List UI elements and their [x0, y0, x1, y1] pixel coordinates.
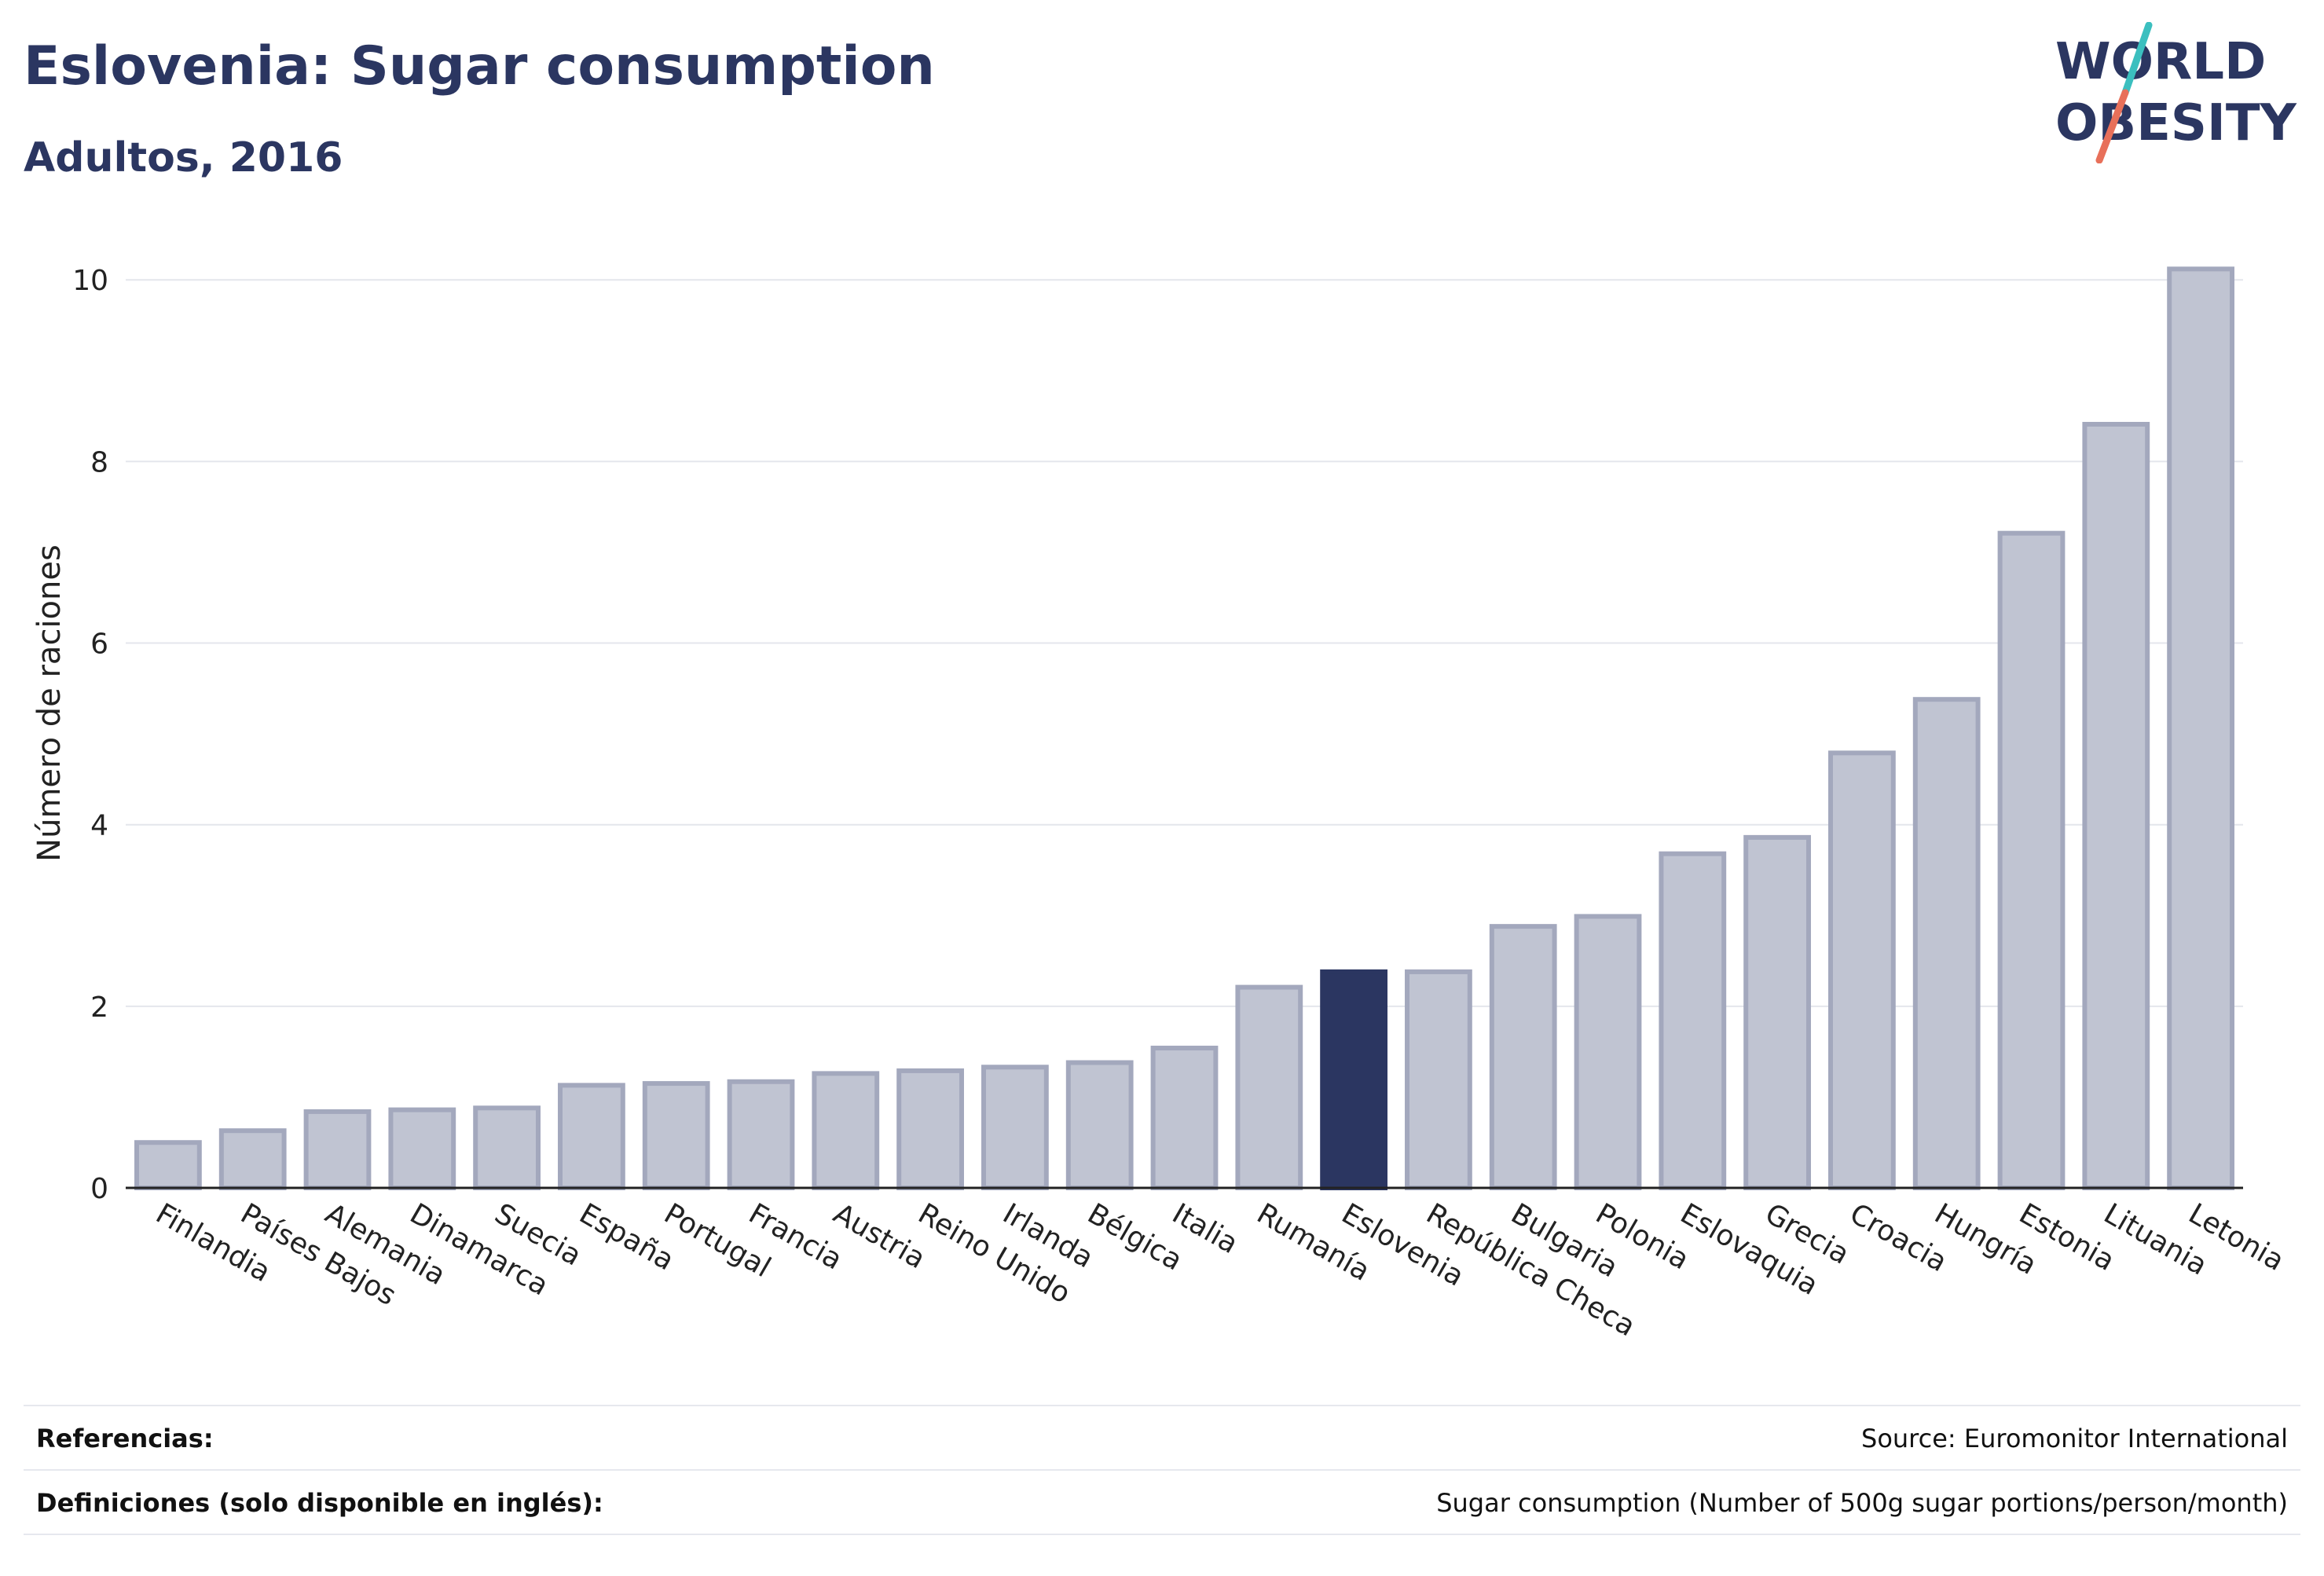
logo-slash-teal	[2121, 22, 2153, 97]
bars	[134, 266, 2234, 1191]
bar-rumanía	[1235, 984, 1303, 1190]
y-tick-label: 8	[90, 446, 108, 478]
references-label: Referencias:	[36, 1424, 214, 1453]
y-tick-label: 6	[90, 629, 108, 661]
definitions-label: Definiciones (solo disponible en inglés)…	[36, 1488, 603, 1518]
definitions-row: Definiciones (solo disponible en inglés)…	[24, 1469, 2300, 1535]
definitions-value: Sugar consumption (Number of 500g sugar …	[1436, 1488, 2288, 1518]
chart-subtitle: Adultos, 2016	[24, 134, 343, 181]
bar-república-checa	[1405, 969, 1472, 1190]
bar-estonia	[1997, 530, 2066, 1190]
bar-reino-unido	[896, 1068, 964, 1190]
bar-dinamarca	[388, 1107, 456, 1191]
bar-alemania	[303, 1109, 372, 1191]
bar-países-bajos	[218, 1128, 287, 1190]
bar-austria	[812, 1071, 880, 1190]
bar-bélgica	[1065, 1060, 1134, 1191]
bar-irlanda	[981, 1065, 1049, 1191]
y-axis-label: Número de raciones	[31, 544, 68, 862]
references-value: Source: Euromonitor International	[1861, 1424, 2288, 1453]
x-tick-label: Austria	[828, 1197, 931, 1275]
footer-bottom-rule	[24, 1534, 2300, 1535]
bar-francia	[727, 1079, 795, 1191]
bar-grecia	[1743, 834, 1811, 1190]
bar-bulgaria	[1489, 924, 1557, 1190]
x-tick-label: Bélgica	[1082, 1197, 1187, 1277]
bar-hungría	[1912, 697, 1981, 1190]
bar-polonia	[1574, 914, 1642, 1191]
bar-lituania	[2082, 421, 2150, 1190]
bar-letonia	[2167, 266, 2234, 1190]
bar-eslovaquia	[1659, 851, 1727, 1190]
y-tick-label: 4	[90, 810, 108, 842]
x-tick-label: España	[574, 1197, 679, 1277]
bar-suecia	[473, 1105, 541, 1191]
x-tick-label: Croacia	[1844, 1197, 1952, 1278]
logo-line-world: WORLD	[2055, 33, 2266, 91]
bar-italia	[1150, 1046, 1219, 1191]
bar-españa	[558, 1083, 625, 1190]
references-row: Referencias: Source: Euromonitor Interna…	[24, 1405, 2300, 1471]
logo-slash-coral	[2095, 89, 2129, 163]
chart-title: Eslovenia: Sugar consumption	[24, 35, 935, 97]
y-tick-label: 10	[72, 265, 108, 297]
logo-line-obesity: OBESITY	[2055, 94, 2297, 152]
y-tick-label: 2	[90, 991, 108, 1024]
bar-croacia	[1828, 750, 1896, 1190]
bar-portugal	[642, 1081, 710, 1191]
y-tick-label: 0	[90, 1173, 108, 1205]
world-obesity-logo: WORLD OBESITY	[2055, 22, 2297, 163]
bar-eslovenia	[1320, 969, 1387, 1190]
bar-finlandia	[134, 1140, 202, 1191]
